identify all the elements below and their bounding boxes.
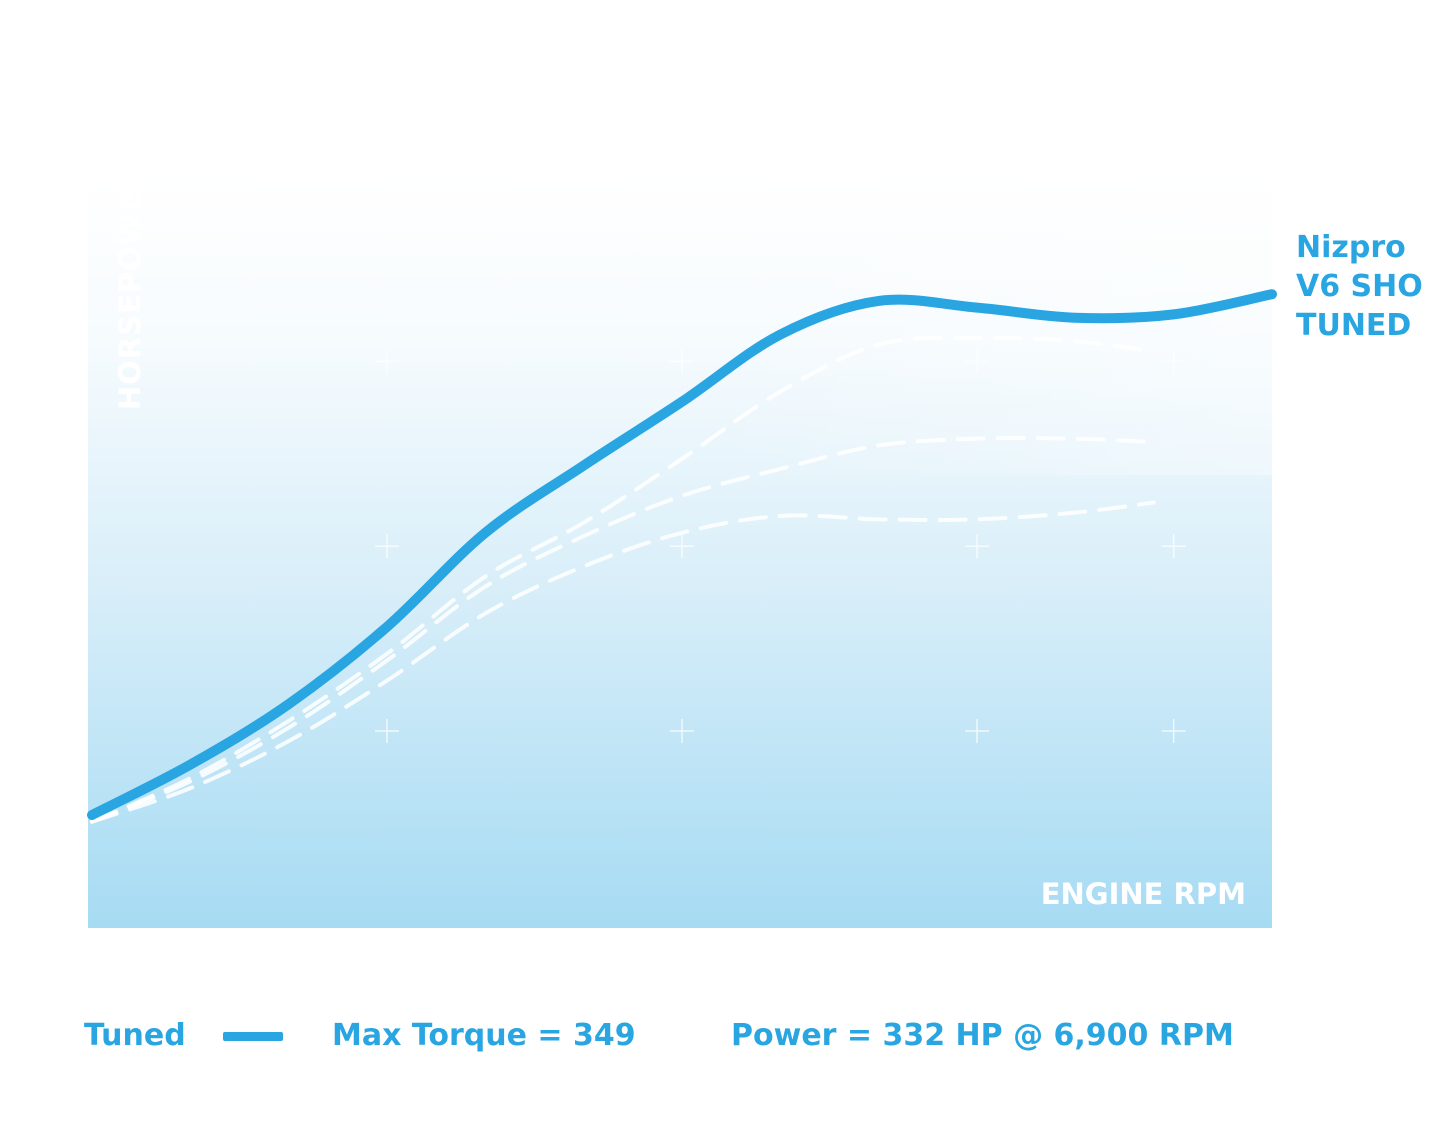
grid-marker [670,534,694,559]
grid-marker [1161,349,1186,374]
comparison-dashed-line [90,335,1156,824]
grid-marker [965,349,989,374]
x-axis-label: ENGINE RPM [1041,877,1246,911]
comparison-dashed-line [90,500,1156,824]
legend-power: Power = 332 HP @ 6,900 RPM [731,1018,1234,1053]
series-label-line: Nizpro [1296,230,1406,265]
series-label-line: V6 SHO [1296,269,1423,304]
grid-marker [375,719,399,743]
comparison-dashed-line [90,436,1156,824]
plot-area-fade [700,175,1272,475]
grid-marker [1161,534,1186,559]
legend-line-swatch [223,1032,283,1041]
series-label-line: TUNED [1296,308,1412,343]
grid-marker [965,534,989,559]
y-axis-label: HORSEPOWER [113,168,147,410]
tuned-power-line [87,289,1277,820]
grid-marker [670,349,694,374]
tuned-series-label: Nizpro V6 SHO TUNED [1296,228,1423,345]
grid-marker [375,534,399,559]
grid-marker [670,719,694,743]
grid-marker [1161,719,1186,743]
grid-marker [375,349,399,374]
legend-series-name: Tuned [84,1018,186,1053]
grid-marker [965,719,989,743]
legend-max-torque: Max Torque = 349 [332,1018,636,1053]
